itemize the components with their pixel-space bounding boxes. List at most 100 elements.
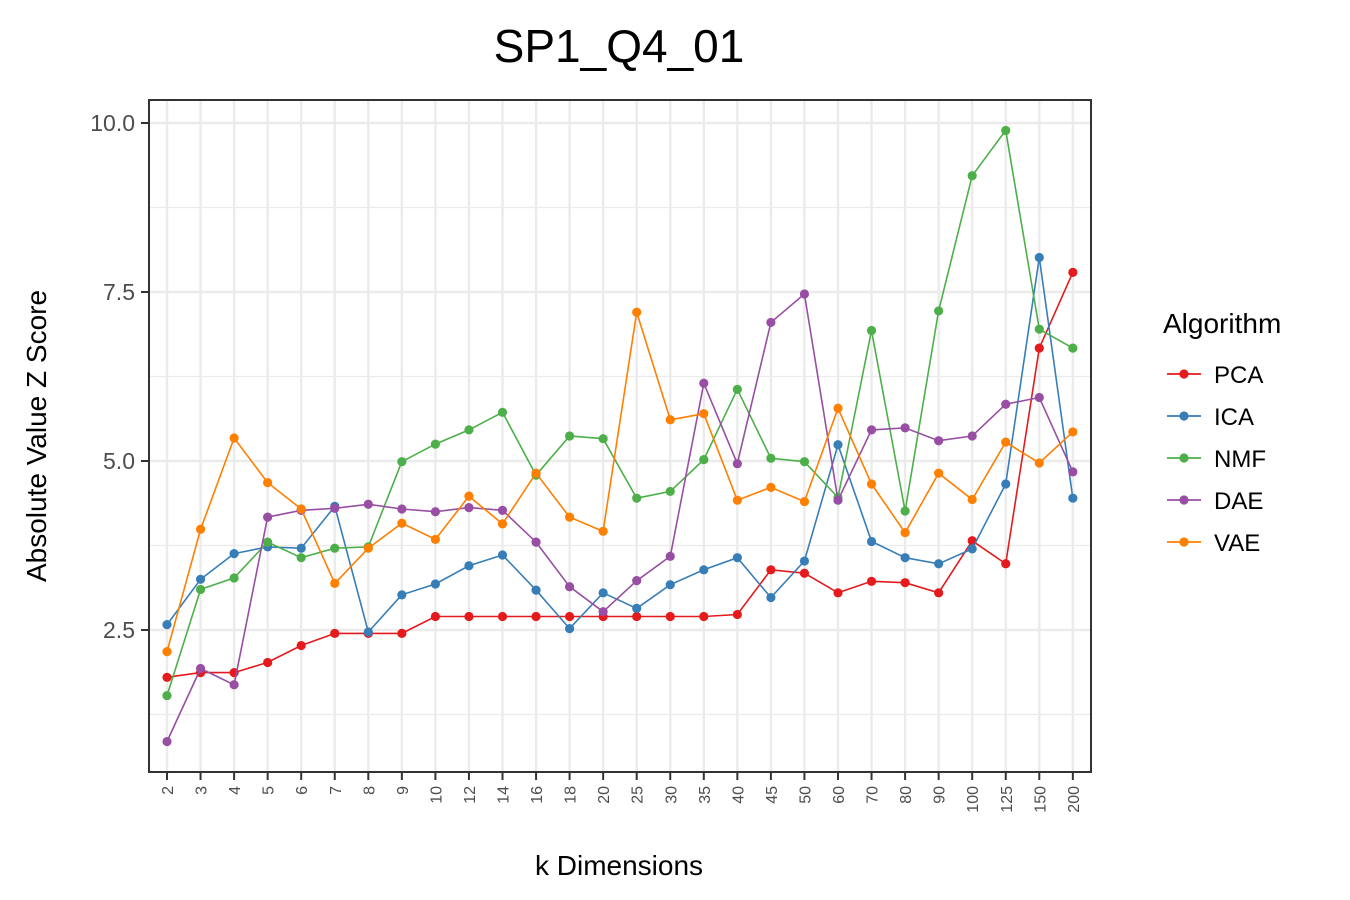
data-point (632, 611, 642, 622)
x-tick-label: 90 (932, 786, 949, 804)
data-point (229, 573, 239, 583)
x-tick-label: 200 (1066, 786, 1083, 813)
y-axis: 2.5 5.0 7.5 10.0 (90, 110, 149, 643)
legend-label: PCA (1214, 362, 1263, 389)
data-point (1001, 479, 1011, 489)
data-point (967, 494, 977, 505)
y-tick-label: 5.0 (103, 448, 135, 474)
data-point (665, 415, 675, 425)
data-point (833, 588, 843, 598)
data-point (565, 582, 575, 592)
legend-label: ICA (1214, 404, 1254, 431)
x-tick-label: 4 (227, 786, 244, 795)
data-point (799, 496, 810, 507)
data-point (531, 537, 541, 547)
data-point (866, 425, 877, 435)
data-point (430, 579, 440, 589)
data-point (900, 578, 910, 588)
data-point (195, 663, 206, 674)
data-point (1068, 493, 1078, 503)
legend-key-point (1179, 453, 1189, 463)
data-point (598, 434, 608, 444)
legend-item-vae: VAE (1167, 530, 1260, 557)
data-point (799, 289, 810, 299)
data-point (296, 553, 306, 563)
data-point (699, 378, 709, 388)
data-point (229, 549, 239, 559)
series-line-vae (166, 312, 1074, 652)
data-series (162, 125, 1078, 747)
data-point (565, 611, 575, 622)
data-point (397, 590, 407, 600)
data-point (162, 690, 172, 701)
x-tick-label: 18 (563, 786, 580, 804)
data-point (363, 543, 373, 553)
data-point (632, 493, 642, 503)
data-point (430, 534, 440, 545)
data-point (665, 611, 675, 622)
x-tick-label: 10 (428, 786, 445, 804)
data-point (195, 574, 206, 584)
data-point (598, 526, 608, 536)
data-point (464, 561, 474, 571)
data-point (497, 611, 508, 622)
data-point (330, 628, 340, 638)
x-tick-label: 125 (999, 786, 1016, 813)
x-tick-label: 50 (797, 786, 814, 804)
x-tick-label: 2 (160, 786, 177, 795)
data-point (900, 506, 910, 516)
data-point (699, 409, 709, 419)
x-tick-label: 60 (831, 786, 848, 804)
data-point (799, 556, 810, 566)
x-tick-label: 150 (1032, 786, 1049, 813)
data-point (363, 627, 373, 637)
legend-item-nmf: NMF (1167, 446, 1266, 473)
data-point (565, 624, 575, 634)
x-tick-label: 7 (328, 786, 345, 795)
legend-item-ica: ICA (1167, 404, 1254, 431)
data-point (632, 307, 642, 317)
data-point (531, 611, 541, 622)
data-point (833, 403, 843, 413)
data-point (833, 440, 843, 450)
data-point (565, 431, 575, 441)
data-point (263, 657, 273, 668)
series-line-pca (166, 272, 1074, 679)
data-point (799, 457, 810, 467)
legend: Algorithm PCA ICA NMF DAE VAE (1163, 308, 1281, 557)
x-tick-label: 5 (261, 786, 278, 795)
data-point (497, 407, 508, 417)
data-point (497, 519, 508, 529)
legend-item-pca: PCA (1167, 362, 1263, 389)
data-point (732, 609, 742, 620)
data-point (263, 537, 273, 547)
data-point (430, 439, 440, 449)
x-tick-label: 80 (898, 786, 915, 804)
data-point (732, 495, 742, 505)
data-point (967, 544, 977, 554)
data-point (1001, 437, 1011, 447)
data-point (397, 518, 407, 528)
data-point (296, 640, 306, 651)
x-tick-label: 8 (361, 786, 378, 795)
legend-item-dae: DAE (1167, 488, 1263, 515)
data-point (598, 588, 608, 598)
data-point (497, 505, 508, 515)
data-point (866, 536, 877, 547)
data-point (665, 486, 675, 497)
data-point (464, 491, 474, 501)
x-tick-label: 9 (395, 786, 412, 795)
data-point (900, 423, 910, 433)
x-tick-label: 100 (965, 786, 982, 813)
data-point (330, 503, 340, 513)
data-point (162, 647, 172, 657)
data-point (229, 433, 239, 443)
data-point (296, 504, 306, 514)
data-point (699, 611, 709, 622)
data-point (632, 576, 642, 586)
x-tick-label: 3 (194, 786, 211, 795)
data-point (296, 543, 306, 553)
x-tick-label: 45 (764, 786, 781, 804)
